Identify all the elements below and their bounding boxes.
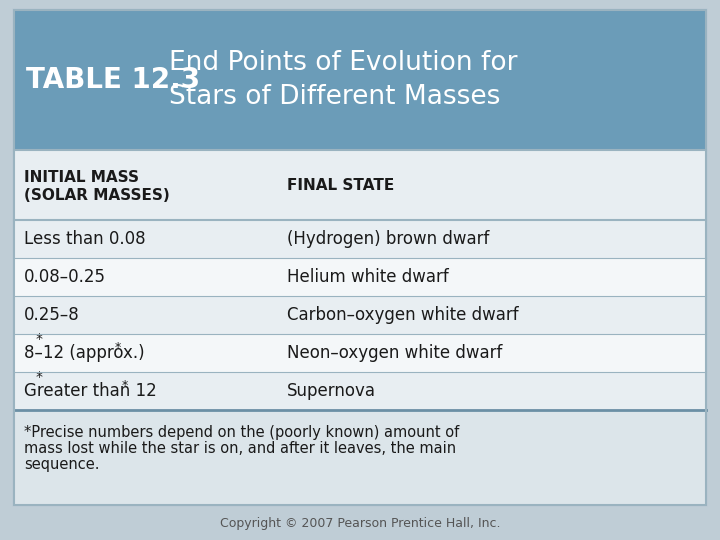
Text: mass lost while the star is on, and after it leaves, the main: mass lost while the star is on, and afte… — [24, 441, 456, 456]
Text: Stars of Different Masses: Stars of Different Masses — [169, 84, 500, 110]
Text: 0.25–8: 0.25–8 — [24, 306, 80, 324]
Bar — [14, 258, 706, 296]
Text: Less than 0.08: Less than 0.08 — [24, 230, 145, 248]
Text: TABLE 12.3: TABLE 12.3 — [26, 66, 200, 94]
Text: End Points of Evolution for: End Points of Evolution for — [169, 50, 518, 76]
Bar — [14, 334, 706, 372]
Text: 0.08–0.25: 0.08–0.25 — [24, 268, 106, 286]
Text: Copyright © 2007 Pearson Prentice Hall, Inc.: Copyright © 2007 Pearson Prentice Hall, … — [220, 517, 500, 530]
Text: Neon–oxygen white dwarf: Neon–oxygen white dwarf — [287, 344, 503, 362]
Bar — [14, 220, 706, 258]
Text: *: * — [35, 370, 42, 384]
Text: Helium white dwarf: Helium white dwarf — [287, 268, 449, 286]
Bar — [14, 372, 706, 410]
Bar — [14, 10, 706, 150]
Text: *Precise numbers depend on the (poorly known) amount of: *Precise numbers depend on the (poorly k… — [24, 425, 459, 440]
Text: (Hydrogen) brown dwarf: (Hydrogen) brown dwarf — [287, 230, 490, 248]
Text: Greater than 12: Greater than 12 — [24, 382, 157, 400]
Bar — [14, 150, 706, 220]
Text: *: * — [115, 341, 121, 354]
Text: INITIAL MASS: INITIAL MASS — [24, 170, 139, 185]
Bar — [14, 410, 706, 505]
Text: (SOLAR MASSES): (SOLAR MASSES) — [24, 187, 170, 202]
Bar — [14, 296, 706, 334]
Text: *: * — [35, 332, 42, 346]
Text: 8–12 (approx.): 8–12 (approx.) — [24, 344, 145, 362]
Text: *: * — [122, 380, 127, 393]
Text: Carbon–oxygen white dwarf: Carbon–oxygen white dwarf — [287, 306, 518, 324]
Text: Supernova: Supernova — [287, 382, 376, 400]
Text: FINAL STATE: FINAL STATE — [287, 178, 395, 192]
Text: sequence.: sequence. — [24, 457, 99, 472]
